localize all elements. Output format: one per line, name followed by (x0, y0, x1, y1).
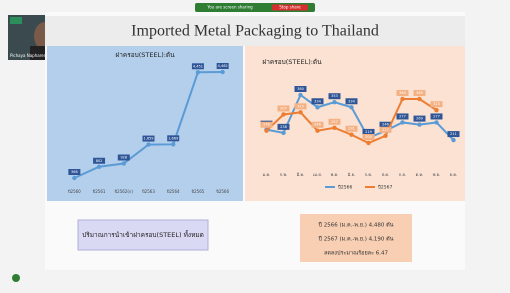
x-tick-label: ก.ค. (365, 172, 373, 177)
x-tick-label: ปี2564 (166, 189, 180, 194)
data-point (72, 176, 76, 180)
data-label: 269 (416, 117, 423, 121)
data-label: 238 (280, 125, 287, 129)
x-tick-label: ปี2566 (215, 189, 229, 194)
data-label: 1,669 (168, 136, 178, 140)
data-point (332, 100, 336, 104)
data-point (146, 142, 150, 146)
x-tick-label: ปี2563 (141, 189, 155, 194)
x-tick-label: พ.ค. (331, 172, 339, 177)
x-tick-label: พ.ย. (433, 172, 441, 177)
summary-line: ปี 2567 (ม.ค.-พ.ย.) 4,190 ตัน (317, 236, 393, 243)
data-label: 219 (365, 130, 372, 134)
slide-title: Imported Metal Packaging to Thailand (131, 23, 379, 40)
data-label: 1,659 (143, 137, 153, 141)
x-tick-label: ปี2565 (191, 189, 205, 194)
data-point (196, 70, 200, 74)
data-label: 4,451 (193, 64, 203, 68)
data-label: 246 (382, 123, 389, 127)
data-point (400, 97, 404, 101)
x-tick-label: มี.ค. (296, 172, 304, 177)
x-tick-label: ก.ย. (399, 172, 406, 177)
data-point (434, 108, 438, 112)
data-point (434, 120, 438, 124)
data-point (315, 129, 319, 133)
data-label: 246 (314, 123, 321, 127)
data-label: 231 (348, 127, 355, 131)
data-point (332, 126, 336, 130)
data-point (417, 97, 421, 101)
data-label: 380 (297, 87, 304, 91)
data-label: 277 (399, 114, 406, 118)
x-tick-label: ก.พ. (280, 172, 288, 177)
data-label: 334 (348, 99, 355, 103)
data-point (220, 70, 224, 74)
data-point (349, 105, 353, 109)
summary-line: ลดลงประมาณร้อยละ 6.47 (324, 250, 389, 257)
x-tick-label: ปี2561 (92, 189, 106, 194)
data-label: 802 (96, 159, 103, 163)
data-label: 365 (416, 91, 423, 95)
summary-label: ปริมาณการนำเข้าฝาครอบ(STEEL) ทั้งหมด (82, 230, 204, 239)
chart-title: ฝาครอบ(STEEL):ตัน (115, 51, 175, 59)
data-point (383, 134, 387, 138)
x-tick-label: ม.ค. (263, 172, 271, 177)
data-point (122, 161, 126, 165)
page: You are screen sharing Stop share Pichay… (0, 0, 510, 289)
stop-label[interactable]: Stop share (279, 5, 301, 10)
logo (10, 17, 22, 24)
data-point (171, 142, 175, 146)
x-tick-label: มิ.ย. (347, 172, 355, 177)
data-label: 353 (331, 94, 338, 98)
data-label: 365 (399, 91, 406, 95)
data-point (97, 165, 101, 169)
x-tick-label: ส.ค. (382, 172, 390, 177)
data-label: 277 (433, 114, 440, 118)
data-point (298, 93, 302, 97)
summary-line: ปี 2566 (ม.ค.-พ.ย.) 4,480 ตัน (317, 222, 393, 229)
participant-name: Pichaya Napharen (10, 53, 47, 58)
legend-label: ปี2566 (337, 185, 352, 191)
data-point (315, 105, 319, 109)
data-label: 307 (280, 106, 287, 110)
data-label: 928 (120, 156, 127, 160)
chart-title: ฝาครอบ(STEEL):ตัน (262, 58, 322, 66)
status-icon[interactable] (12, 274, 20, 282)
data-label: 257 (331, 120, 338, 124)
data-label: 246 (263, 123, 270, 127)
data-label: 4,462 (218, 64, 228, 68)
data-label: 315 (297, 104, 304, 108)
data-point (451, 138, 455, 142)
x-tick-label: ต.ค. (416, 172, 424, 177)
x-tick-label: ธ.ค. (450, 172, 458, 177)
data-point (264, 129, 268, 133)
x-tick-label: ปี2560 (67, 189, 81, 194)
data-label: 323 (433, 102, 440, 106)
legend-label: ปี2567 (377, 185, 392, 191)
share-notice: You are screen sharing (206, 5, 253, 10)
data-label: 211 (450, 132, 457, 136)
data-point (298, 110, 302, 114)
data-point (281, 112, 285, 116)
data-point (366, 141, 370, 145)
data-point (349, 133, 353, 137)
data-point (400, 120, 404, 124)
data-label: 200 (365, 135, 372, 139)
screen: You are screen sharing Stop share Pichay… (0, 0, 510, 289)
data-point (281, 131, 285, 135)
data-label: 227 (382, 128, 389, 132)
x-tick-label: เม.ย. (313, 172, 322, 177)
data-label: 368 (71, 170, 78, 174)
data-label: 334 (314, 99, 321, 103)
data-point (417, 122, 421, 126)
x-tick-label: ปี2562(ก) (114, 189, 134, 194)
